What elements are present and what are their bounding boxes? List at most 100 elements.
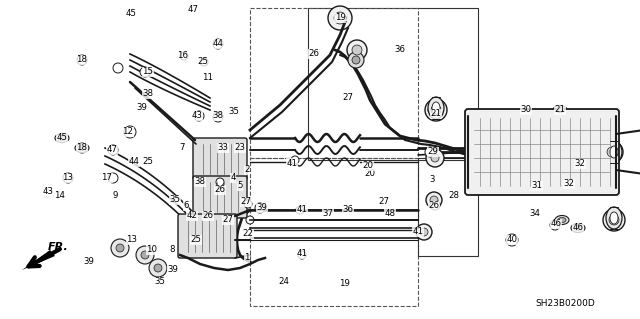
Bar	[308, 8, 478, 160]
Circle shape	[431, 154, 439, 162]
Circle shape	[601, 141, 623, 163]
Text: 27: 27	[223, 216, 234, 225]
Circle shape	[213, 39, 223, 49]
Text: 39: 39	[168, 265, 179, 275]
Ellipse shape	[432, 102, 440, 114]
Text: 43: 43	[42, 188, 54, 197]
Circle shape	[111, 239, 129, 257]
Circle shape	[194, 111, 204, 121]
Text: 37: 37	[323, 210, 333, 219]
Text: 25: 25	[191, 235, 202, 244]
Ellipse shape	[556, 108, 564, 113]
Text: 46: 46	[550, 219, 561, 228]
Text: 18: 18	[77, 144, 88, 152]
Circle shape	[566, 181, 574, 189]
Text: 32: 32	[563, 180, 575, 189]
Text: 41: 41	[287, 159, 298, 167]
Circle shape	[603, 209, 625, 231]
Text: 47: 47	[188, 5, 198, 14]
Circle shape	[430, 200, 440, 210]
Bar	[250, 8, 418, 158]
Circle shape	[425, 147, 435, 157]
Ellipse shape	[610, 212, 618, 224]
Text: 47: 47	[106, 145, 118, 154]
Text: 22: 22	[243, 229, 253, 239]
Circle shape	[108, 173, 118, 183]
Text: 38: 38	[212, 112, 223, 121]
Text: 39: 39	[84, 257, 95, 266]
Circle shape	[255, 203, 265, 213]
Circle shape	[352, 56, 360, 64]
Text: 10: 10	[147, 246, 157, 255]
Circle shape	[113, 63, 123, 73]
Text: 27: 27	[342, 93, 353, 102]
Text: 25: 25	[143, 158, 154, 167]
Text: 3: 3	[429, 175, 435, 184]
Text: 36: 36	[342, 205, 353, 214]
Text: 45: 45	[56, 133, 67, 143]
Circle shape	[136, 246, 154, 264]
Bar	[418, 158, 478, 256]
Circle shape	[213, 112, 223, 122]
Text: 26: 26	[308, 49, 319, 58]
Text: 5: 5	[237, 182, 243, 190]
Circle shape	[298, 251, 306, 259]
Text: 7: 7	[179, 144, 185, 152]
Circle shape	[347, 40, 367, 60]
Circle shape	[426, 149, 444, 167]
Text: 17: 17	[102, 174, 113, 182]
FancyBboxPatch shape	[178, 214, 237, 258]
Text: 36: 36	[394, 46, 406, 55]
Text: SH23B0200D: SH23B0200D	[535, 300, 595, 308]
Text: 35: 35	[154, 278, 166, 286]
Text: 19: 19	[335, 13, 346, 23]
Circle shape	[200, 58, 208, 66]
Ellipse shape	[75, 144, 89, 152]
FancyBboxPatch shape	[465, 109, 619, 195]
Text: 13: 13	[63, 174, 74, 182]
Ellipse shape	[78, 145, 86, 151]
Text: 8: 8	[169, 246, 175, 255]
Ellipse shape	[606, 141, 622, 163]
Text: 35: 35	[170, 196, 180, 204]
Text: 39: 39	[136, 103, 147, 113]
Text: 24: 24	[278, 278, 289, 286]
Circle shape	[607, 147, 617, 157]
Circle shape	[352, 45, 362, 55]
Circle shape	[431, 105, 441, 115]
Text: 11: 11	[202, 73, 214, 83]
Circle shape	[564, 161, 572, 169]
Text: 35: 35	[228, 108, 239, 116]
Text: 33: 33	[218, 144, 228, 152]
Text: 44: 44	[212, 40, 223, 48]
Circle shape	[63, 173, 73, 183]
Circle shape	[609, 215, 619, 225]
Ellipse shape	[428, 106, 442, 115]
Text: 45: 45	[125, 10, 136, 19]
Ellipse shape	[58, 136, 66, 140]
Text: 30: 30	[520, 106, 531, 115]
Circle shape	[348, 52, 364, 68]
Text: 46: 46	[573, 224, 584, 233]
Circle shape	[530, 181, 540, 191]
Text: 31: 31	[531, 182, 543, 190]
Circle shape	[108, 145, 118, 155]
Circle shape	[426, 192, 442, 208]
Circle shape	[216, 178, 224, 186]
Text: 26: 26	[429, 202, 440, 211]
Text: 25: 25	[198, 57, 209, 66]
Text: 38: 38	[195, 177, 205, 187]
Circle shape	[154, 264, 162, 272]
Text: 41: 41	[413, 227, 424, 236]
Circle shape	[572, 224, 580, 232]
Circle shape	[149, 259, 167, 277]
Text: 6: 6	[183, 202, 189, 211]
Text: 20: 20	[365, 168, 376, 177]
Circle shape	[328, 6, 352, 30]
Circle shape	[425, 99, 447, 121]
Circle shape	[140, 67, 150, 77]
Text: 14: 14	[54, 191, 65, 201]
Circle shape	[416, 224, 432, 240]
Text: FR.: FR.	[48, 242, 68, 252]
Circle shape	[420, 228, 428, 236]
